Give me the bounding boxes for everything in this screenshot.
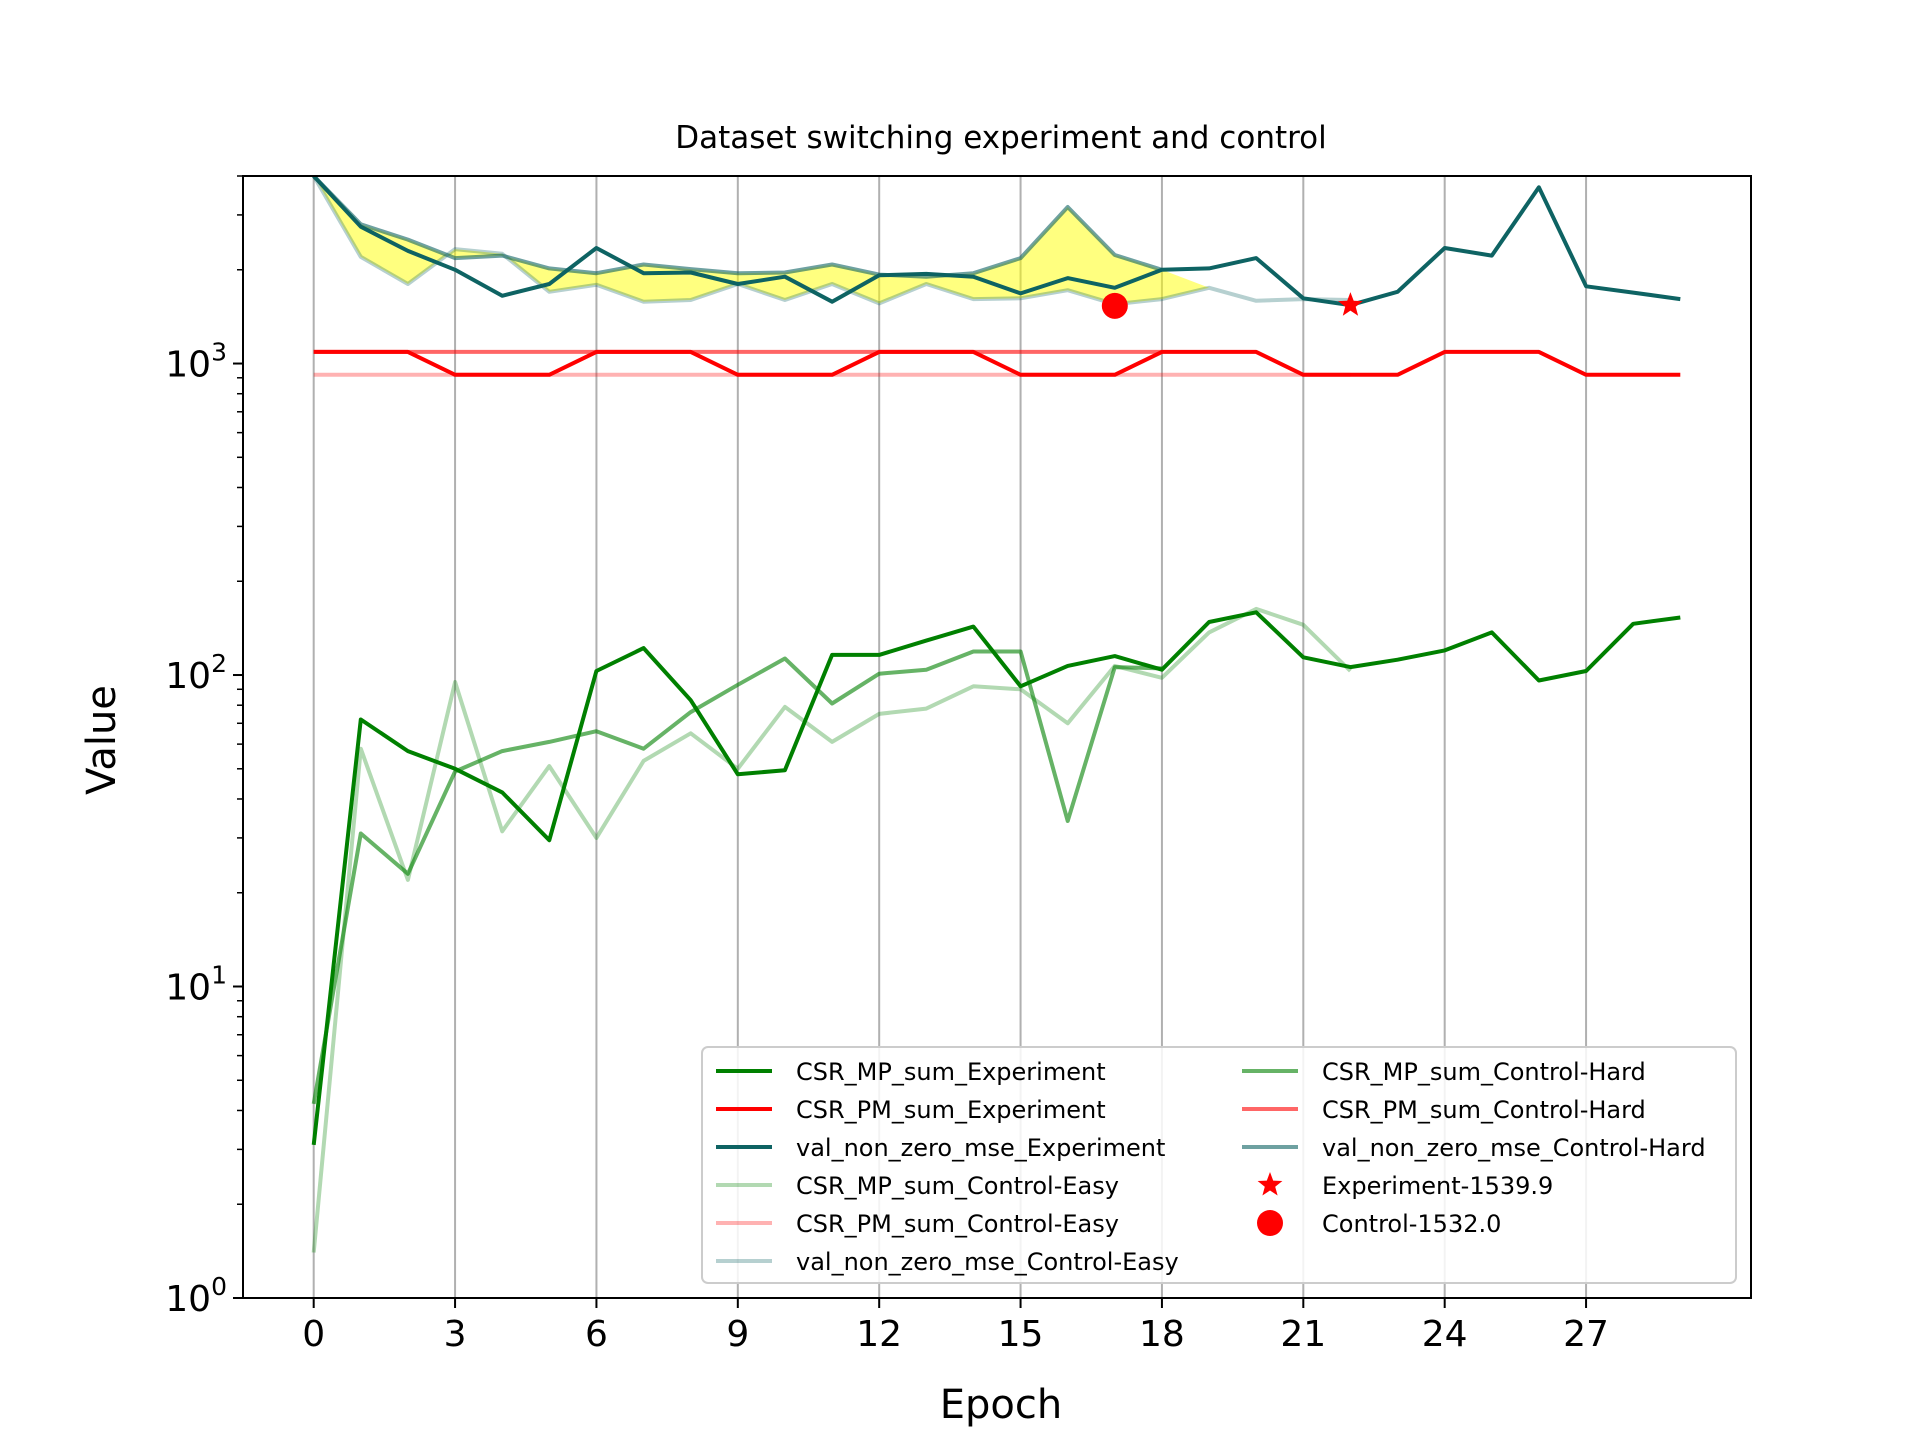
x-tick-label-12: 12 <box>856 1314 902 1355</box>
legend-label-CSR_MP_sum_Control-Easy: CSR_MP_sum_Control-Easy <box>796 1172 1119 1200</box>
plot-frame <box>242 175 1752 1299</box>
series-line-val_non_zero_mse_Control-Easy <box>311 176 1351 307</box>
series-line-val_non_zero_mse_Control-Hard <box>312 176 1163 279</box>
series-line-val_non_zero_mse_Experiment <box>312 176 1681 308</box>
x-tick-label-15: 15 <box>998 1314 1044 1355</box>
x-tick-label-9: 9 <box>726 1314 749 1355</box>
x-axis-label: Epoch <box>940 1382 1062 1428</box>
x-tick-label-24: 24 <box>1422 1314 1468 1355</box>
legend-label-CSR_MP_sum_Control-Hard: CSR_MP_sum_Control-Hard <box>1322 1058 1646 1086</box>
legend-label-val_non_zero_mse_Experiment: val_non_zero_mse_Experiment <box>796 1134 1165 1162</box>
series-line-CSR_PM_sum_Experiment <box>313 349 1681 377</box>
x-tick-label-21: 21 <box>1280 1314 1326 1355</box>
legend-swatch-Control-1532.0 <box>1257 1210 1283 1236</box>
fill-between-band <box>313 176 1304 305</box>
x-tick-label-27: 27 <box>1563 1314 1609 1355</box>
series-line-CSR_MP_sum_Control-Easy <box>311 606 1352 1253</box>
x-axis-ticks: 0 3 6 9 12 15 18 21 24 27 <box>302 1298 1609 1355</box>
legend-label-CSR_PM_sum_Control-Hard: CSR_PM_sum_Control-Hard <box>1322 1096 1646 1124</box>
x-tick-label-0: 0 <box>302 1314 325 1355</box>
y-axis-label: Value <box>79 685 125 795</box>
y-axis-ticks: 100 101 102 103 <box>165 175 243 1320</box>
legend-label-CSR_PM_sum_Control-Easy: CSR_PM_sum_Control-Easy <box>796 1210 1119 1238</box>
best-markers <box>1101 292 1363 319</box>
y-tick-label-1: 100 <box>165 1272 227 1320</box>
legend-label-val_non_zero_mse_Control-Easy: val_non_zero_mse_Control-Easy <box>796 1248 1179 1276</box>
series-line-CSR_MP_sum_Control-Hard <box>311 649 1162 1105</box>
legend-box <box>701 1046 1737 1284</box>
legend-label-Control-1532.0: Control-1532.0 <box>1322 1210 1501 1238</box>
legend: CSR_MP_sum_Experiment CSR_PM_sum_Experime… <box>701 1046 1737 1284</box>
x-tick-label-18: 18 <box>1139 1314 1185 1355</box>
legend-label-val_non_zero_mse_Control-Hard: val_non_zero_mse_Control-Hard <box>1322 1134 1706 1162</box>
chart-title: Dataset switching experiment and control <box>675 120 1327 156</box>
x-tick-label-6: 6 <box>585 1314 608 1355</box>
series-line-CSR_MP_sum_Experiment <box>311 610 1681 1146</box>
fill-between-area <box>313 176 1304 305</box>
y-tick-label-1000: 103 <box>165 338 227 386</box>
x-tick-label-3: 3 <box>444 1314 467 1355</box>
y-tick-label-10: 101 <box>165 961 227 1009</box>
marker-Experiment-1539.9 <box>1338 292 1363 316</box>
y-tick-label-100: 102 <box>165 649 227 697</box>
legend-swatch-Experiment-1539.9 <box>1257 1172 1283 1196</box>
legend-label-Experiment-1539.9: Experiment-1539.9 <box>1322 1172 1553 1200</box>
legend-label-CSR_MP_sum_Experiment: CSR_MP_sum_Experiment <box>796 1058 1106 1086</box>
series-lines <box>311 176 1681 1253</box>
marker-Control-1532.0 <box>1101 292 1128 319</box>
legend-label-CSR_PM_sum_Experiment: CSR_PM_sum_Experiment <box>796 1096 1106 1124</box>
